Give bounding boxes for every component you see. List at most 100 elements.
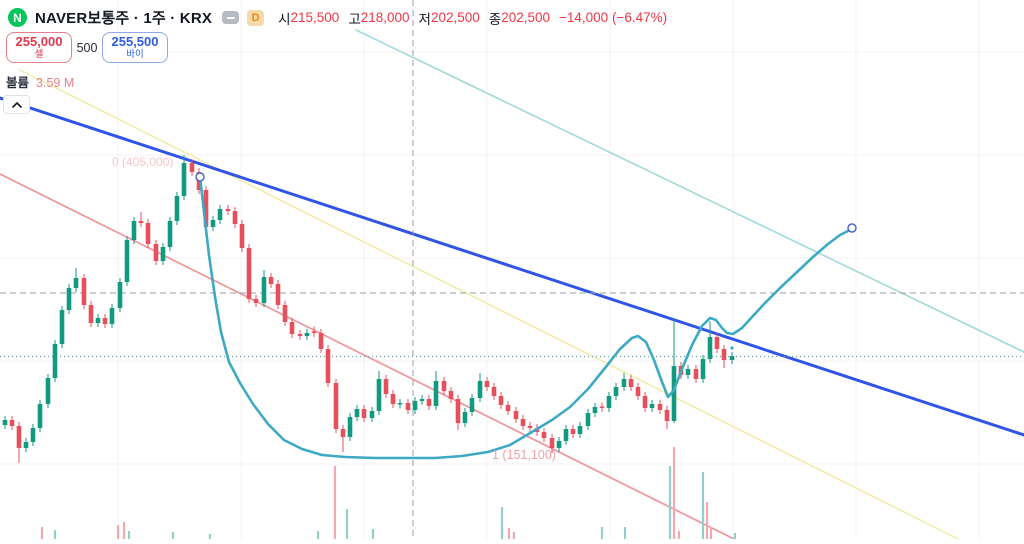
candle (376, 379, 382, 411)
candle (714, 337, 720, 349)
candle (153, 244, 159, 261)
candle (347, 417, 353, 437)
candle (282, 305, 288, 322)
interval-badge[interactable]: D (247, 9, 265, 26)
high-label: 고 (348, 11, 361, 27)
candle (700, 359, 706, 379)
candle (426, 399, 432, 406)
candle (9, 420, 15, 426)
candle (397, 403, 403, 405)
candle (181, 163, 187, 196)
candle (88, 305, 94, 323)
candle (513, 411, 519, 419)
trendlines-layer (0, 29, 1024, 540)
candle (671, 366, 677, 421)
candle (563, 429, 569, 441)
candle (556, 441, 562, 448)
projection-curve[interactable] (198, 175, 854, 460)
candle (642, 396, 648, 408)
candle (441, 381, 447, 391)
candle (549, 438, 555, 448)
close-label: 종 (488, 11, 502, 27)
symbol-logo[interactable]: N (8, 8, 27, 27)
candle (613, 387, 619, 396)
annotations-layer: 0 (405,000) 1 (151,100) (112, 155, 556, 462)
candle (707, 337, 713, 359)
candle (253, 299, 259, 303)
candle (2, 420, 8, 425)
candle (455, 399, 461, 423)
candle (628, 379, 634, 387)
candle (657, 404, 663, 410)
candle (95, 318, 101, 323)
candle (491, 387, 497, 396)
open-value: 215,500 (290, 10, 340, 25)
candle (239, 224, 245, 248)
open-label: 시 (278, 11, 291, 27)
candle (45, 378, 51, 404)
candle (419, 399, 425, 401)
volume-layer (40, 447, 737, 539)
candle (541, 432, 547, 438)
candle (361, 409, 367, 418)
candle (649, 404, 655, 408)
candle (484, 381, 490, 387)
major-blue-downtrend[interactable] (0, 96, 1024, 437)
candle (599, 406, 605, 408)
candle (606, 396, 612, 408)
candle (210, 220, 216, 227)
drawing-anchor[interactable] (195, 172, 205, 182)
buy-button[interactable]: 255,500 바이 (102, 32, 168, 63)
candle (131, 221, 137, 240)
candle (412, 401, 418, 410)
buy-label: 바이 (126, 48, 144, 60)
candle (16, 426, 22, 448)
candle (297, 334, 303, 336)
candle (527, 426, 533, 428)
candle (289, 322, 295, 334)
candle (693, 369, 699, 379)
sell-button[interactable]: 255,000 셀 (6, 32, 72, 63)
red-downtrend[interactable] (0, 173, 735, 540)
candle (37, 404, 43, 428)
candle (145, 223, 151, 244)
candle (333, 383, 339, 429)
minus-icon (222, 11, 240, 24)
symbol-header: N NAVER보통주 · 1주 · KRX D 시 215,500 고 218,00… (8, 7, 667, 28)
candle (203, 190, 209, 227)
candle (685, 369, 691, 375)
candle (102, 318, 108, 324)
candle (721, 349, 727, 360)
candle (66, 288, 72, 310)
drawing-label: 1 (151,100) (492, 448, 556, 462)
candle (469, 398, 475, 412)
candle (246, 248, 252, 299)
symbol-title[interactable]: NAVER보통주 · 1주 · KRX (35, 10, 213, 27)
candle (160, 247, 166, 261)
collapse-volume-button[interactable] (3, 95, 30, 114)
candle (59, 310, 65, 344)
candle (304, 333, 310, 336)
candle (498, 396, 504, 405)
candle (81, 278, 87, 305)
candle (232, 211, 238, 224)
candle (477, 381, 483, 398)
high-value: 218,000 (360, 10, 410, 25)
candle (124, 240, 130, 282)
candle (189, 163, 195, 172)
ohlc-readout: 시 215,500 고 218,000 저 202,500 종 202,500 −14,… (278, 8, 667, 28)
low-label: 저 (418, 11, 431, 27)
candle (318, 333, 324, 349)
yellow-downtrend[interactable] (19, 69, 959, 540)
candle (462, 412, 468, 423)
sell-price: 255,000 (15, 34, 63, 50)
candle (167, 221, 173, 247)
cyan-downtrend[interactable] (355, 29, 1024, 353)
candle (664, 410, 670, 421)
drawing-anchor[interactable] (847, 223, 857, 233)
candle (729, 356, 735, 360)
candles-layer (2, 155, 735, 463)
last-price-dot (730, 346, 734, 350)
